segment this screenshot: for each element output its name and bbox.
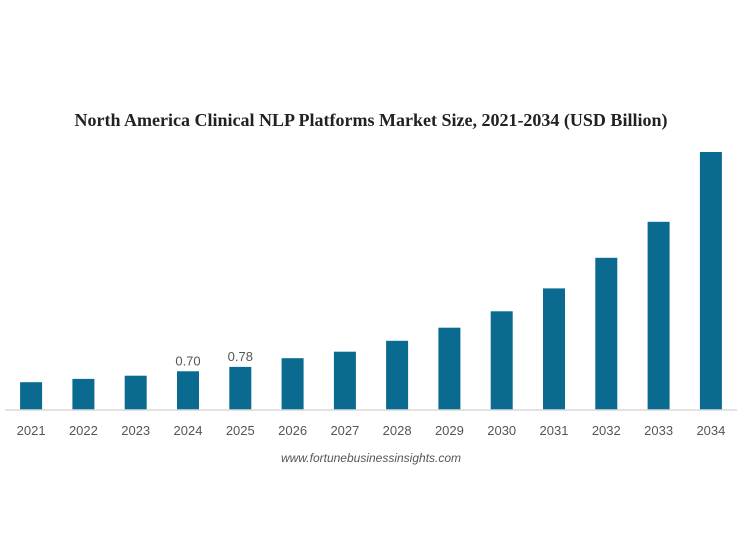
bar-2030 — [490, 311, 513, 410]
x-tick-label-2032: 2032 — [592, 423, 621, 438]
x-tick-label-2026: 2026 — [278, 423, 307, 438]
x-tick-label-2025: 2025 — [226, 423, 255, 438]
bar-2025 — [229, 366, 252, 410]
data-label-2024: 0.70 — [175, 353, 200, 368]
bar-2031 — [543, 288, 565, 410]
bar-2033 — [647, 221, 670, 410]
bar-2022 — [72, 378, 95, 410]
bar-2027 — [333, 351, 356, 410]
x-tick-label-2027: 2027 — [330, 423, 359, 438]
x-tick-labels: 2021 2022 2023 2024 2025 2026 2027 2028 2029 2030… — [17, 423, 726, 438]
bars-group — [20, 152, 722, 410]
data-labels: 0.70 0.78 — [175, 349, 253, 368]
x-tick-label-2023: 2023 — [121, 423, 150, 438]
bar-2023 — [124, 375, 147, 410]
bar-2034 — [699, 152, 722, 410]
bar-2032 — [595, 257, 618, 410]
x-tick-label-2028: 2028 — [383, 423, 412, 438]
x-tick-label-2034: 2034 — [696, 423, 725, 438]
bar-2029 — [438, 327, 461, 410]
bar-2024 — [177, 371, 199, 410]
bar-2021 — [20, 382, 43, 410]
source-credit: www.fortunebusinessinsights.com — [280, 451, 462, 465]
x-tick-label-2029: 2029 — [435, 423, 464, 438]
x-tick-label-2033: 2033 — [644, 423, 673, 438]
bar-2026 — [281, 358, 304, 410]
x-tick-label-2024: 2024 — [174, 423, 203, 438]
x-tick-label-2022: 2022 — [69, 423, 98, 438]
x-tick-label-2031: 2031 — [540, 423, 569, 438]
data-label-2025: 0.78 — [228, 349, 253, 364]
chart-title: North America Clinical NLP Platforms Mar… — [74, 110, 668, 130]
x-tick-label-2021: 2021 — [17, 423, 46, 438]
x-tick-label-2030: 2030 — [487, 423, 516, 438]
bar-2028 — [386, 340, 409, 410]
